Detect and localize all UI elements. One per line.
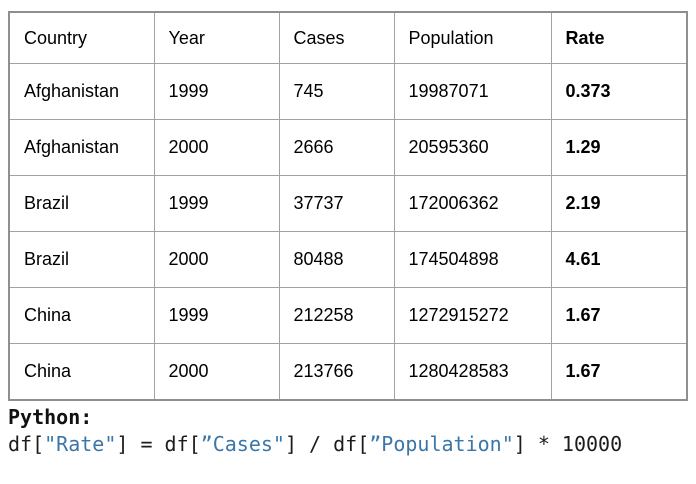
- cell-rate: 0.373: [550, 63, 688, 120]
- table-row: Brazil 1999 37737 172006362 2.19: [8, 175, 688, 232]
- cell-population: 19987071: [393, 63, 552, 120]
- code-string-segment: "Rate": [44, 432, 117, 456]
- cell-year: 2000: [153, 119, 280, 176]
- data-table: Country Year Cases Population Rate Afghanist…: [8, 11, 688, 401]
- cell-cases: 2666: [278, 119, 395, 176]
- cell-population: 1272915272: [393, 287, 552, 344]
- cell-country: Afghanistan: [8, 63, 155, 120]
- cell-cases: 212258: [278, 287, 395, 344]
- table-row: Afghanistan 1999 745 19987071 0.373: [8, 63, 688, 120]
- table-row: China 1999 212258 1272915272 1.67: [8, 287, 688, 344]
- cell-year: 1999: [153, 287, 280, 344]
- table-row: Afghanistan 2000 2666 20595360 1.29: [8, 119, 688, 176]
- column-header-population: Population: [393, 11, 552, 64]
- table-body: Afghanistan 1999 745 19987071 0.373 Afghanist…: [8, 63, 688, 401]
- cell-cases: 80488: [278, 231, 395, 288]
- cell-country: Afghanistan: [8, 119, 155, 176]
- cell-population: 1280428583: [393, 343, 552, 401]
- table-row: China 2000 213766 1280428583 1.67: [8, 343, 688, 401]
- column-header-cases: Cases: [278, 11, 395, 64]
- column-header-rate: Rate: [550, 11, 688, 64]
- table-header-row: Country Year Cases Population Rate: [8, 11, 688, 64]
- column-header-country: Country: [8, 11, 155, 64]
- column-header-year: Year: [153, 11, 280, 64]
- cell-cases: 37737: [278, 175, 395, 232]
- python-code-line: df["Rate"] = df[”Cases"] / df[”Populatio…: [8, 430, 696, 458]
- cell-cases: 745: [278, 63, 395, 120]
- cell-country: China: [8, 343, 155, 401]
- cell-rate: 1.67: [550, 343, 688, 401]
- code-segment: ] = df[: [116, 432, 201, 456]
- cell-rate: 2.19: [550, 175, 688, 232]
- cell-population: 20595360: [393, 119, 552, 176]
- cell-year: 1999: [153, 175, 280, 232]
- cell-year: 1999: [153, 63, 280, 120]
- code-section: Python: df["Rate"] = df[”Cases"] / df[”P…: [8, 404, 696, 458]
- cell-rate: 4.61: [550, 231, 688, 288]
- cell-rate: 1.67: [550, 287, 688, 344]
- cell-cases: 213766: [278, 343, 395, 401]
- code-string-segment: ”Population": [369, 432, 514, 456]
- cell-country: China: [8, 287, 155, 344]
- table-header: Country Year Cases Population Rate: [8, 11, 688, 64]
- code-segment: ] * 10000: [513, 432, 623, 456]
- cell-year: 2000: [153, 231, 280, 288]
- cell-country: Brazil: [8, 175, 155, 232]
- table-row: Brazil 2000 80488 174504898 4.61: [8, 231, 688, 288]
- code-string-segment: ”Cases": [200, 432, 285, 456]
- cell-rate: 1.29: [550, 119, 688, 176]
- cell-population: 172006362: [393, 175, 552, 232]
- python-label: Python:: [8, 405, 93, 429]
- code-segment: ] / df[: [284, 432, 370, 456]
- cell-population: 174504898: [393, 231, 552, 288]
- cell-country: Brazil: [8, 231, 155, 288]
- cell-year: 2000: [153, 343, 280, 401]
- code-segment: df[: [8, 432, 45, 456]
